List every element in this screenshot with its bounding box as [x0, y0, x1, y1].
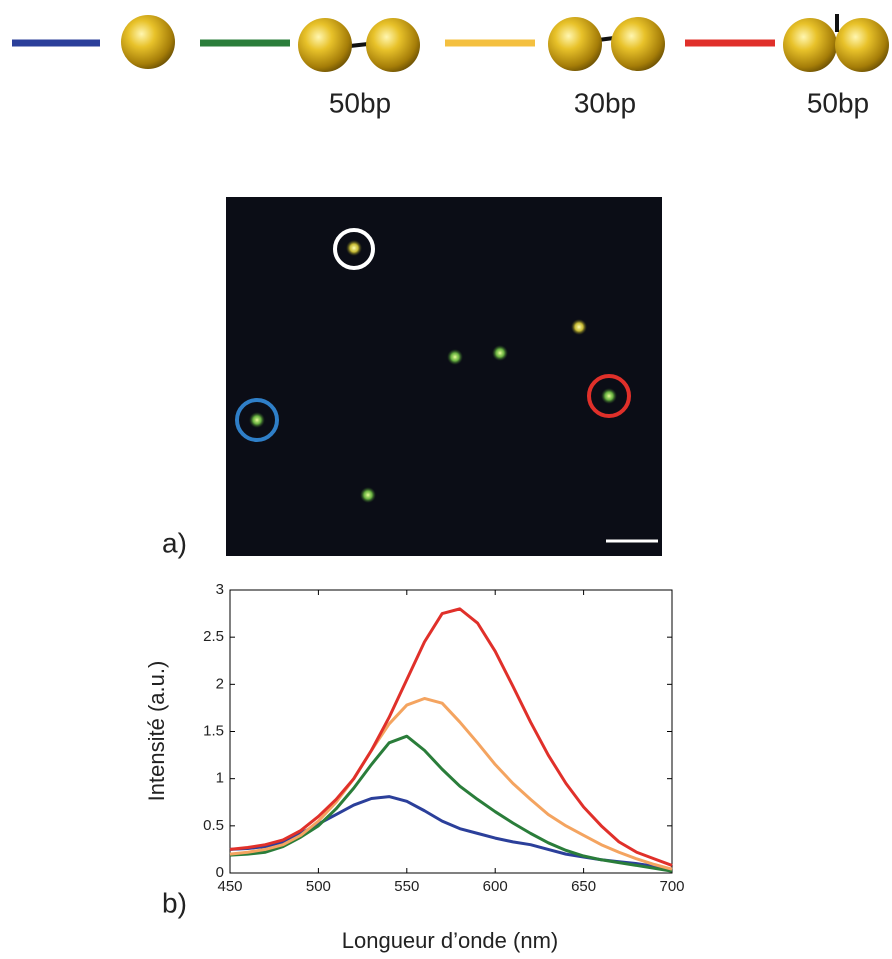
panel-label: a)	[162, 527, 187, 558]
spot	[571, 319, 587, 335]
annotation: 50bp	[807, 87, 869, 118]
y-tick-label: 0	[216, 864, 224, 881]
legend-row: 50bp 30bp 50bp	[12, 14, 889, 118]
sphere	[783, 18, 837, 72]
annotation: 30bp	[574, 87, 636, 118]
y-tick-label: 2	[216, 675, 224, 692]
x-tick-label: 500	[306, 878, 331, 895]
sphere	[835, 18, 889, 72]
highlight-circle	[587, 374, 631, 418]
x-tick-label: 550	[394, 878, 419, 895]
y-tick-label: 1	[216, 770, 224, 787]
x-tick-label: 450	[217, 878, 242, 895]
y-tick-label: 0.5	[203, 817, 224, 834]
x-tick-label: 650	[571, 878, 596, 895]
image-background	[226, 197, 662, 556]
highlight-circle	[333, 228, 375, 270]
spot	[601, 388, 617, 404]
highlight-circle	[235, 398, 279, 442]
spot	[360, 487, 376, 503]
micrograph	[226, 197, 662, 556]
y-tick-label: 2.5	[203, 628, 224, 645]
sphere	[298, 18, 352, 72]
series-line	[229, 734, 673, 873]
spot	[346, 240, 362, 256]
sphere	[366, 18, 420, 72]
y-tick-label: 1.5	[203, 722, 224, 739]
y-tick-label: 3	[216, 581, 224, 598]
sphere	[611, 17, 665, 71]
spot	[492, 345, 508, 361]
spot	[447, 349, 463, 365]
series-line	[229, 607, 673, 867]
panel-label: b)	[162, 887, 187, 918]
spot	[249, 412, 265, 428]
annotation: 50bp	[329, 87, 391, 118]
series-line	[229, 696, 673, 871]
x-axis-label: Longueur d’onde (nm)	[342, 928, 558, 953]
sphere	[121, 15, 175, 69]
linker	[349, 42, 369, 48]
x-tick-label: 700	[659, 878, 684, 895]
y-axis-label: Intensité (a.u.)	[144, 661, 169, 802]
x-tick-label: 600	[483, 878, 508, 895]
sphere	[548, 17, 602, 71]
